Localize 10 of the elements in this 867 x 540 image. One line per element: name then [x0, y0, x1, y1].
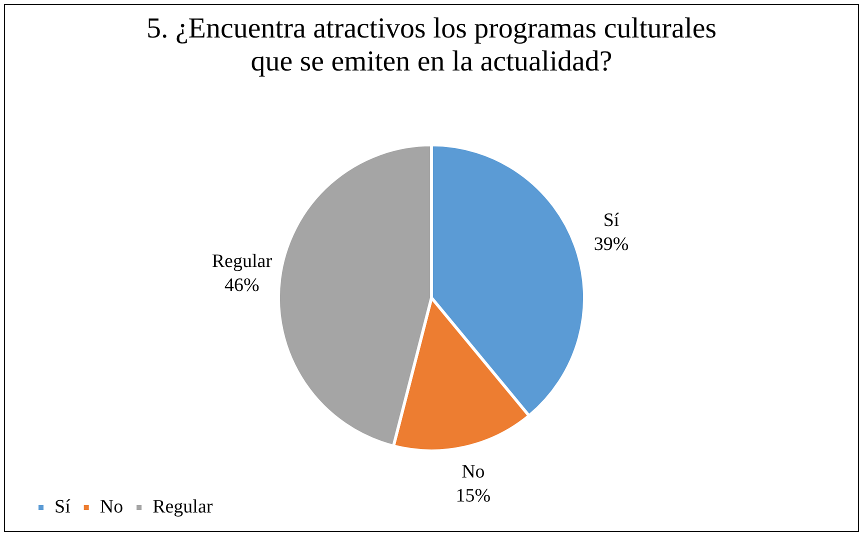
data-label: 39% — [594, 234, 629, 256]
slice-label: Regular — [212, 250, 273, 272]
legend-label: No — [100, 496, 124, 518]
slice-label: No — [462, 461, 485, 482]
slice-label: Sí — [603, 210, 620, 232]
legend-label: Sí — [54, 496, 72, 518]
data-label: 15% — [456, 485, 491, 506]
data-label: 46% — [224, 274, 260, 296]
chart-title: 5. ¿Encuentra atractivos los programas culturales que se emiten en la actualidad? — [146, 12, 717, 78]
legend-label: Regular — [152, 496, 214, 518]
